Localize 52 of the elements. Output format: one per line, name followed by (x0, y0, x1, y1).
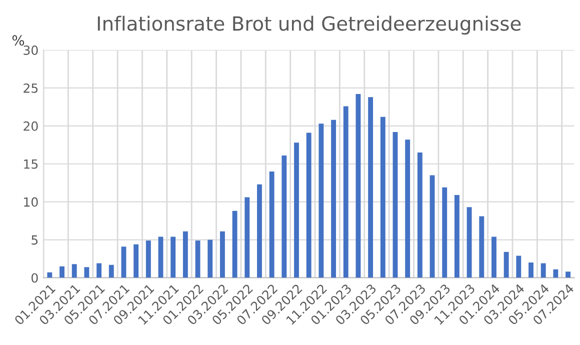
bar (430, 175, 435, 278)
bar (368, 97, 374, 278)
bar (492, 236, 496, 278)
chart-title: Inflationsrate Brot und Getreideerzeugnisse (98, 16, 521, 35)
y-tick-label: 20 (24, 121, 38, 131)
bar (146, 240, 151, 278)
bar (170, 236, 176, 278)
bar (108, 264, 114, 278)
bar (96, 263, 102, 278)
bar (220, 231, 225, 278)
bar (257, 184, 262, 278)
bar (158, 236, 164, 278)
y-tick-label: 15 (24, 160, 38, 169)
bar (392, 132, 398, 278)
bar (343, 106, 348, 278)
bar (380, 116, 386, 278)
bar (566, 272, 570, 278)
bar (269, 171, 274, 278)
bar (294, 142, 299, 278)
y-tick-label: 0 (32, 273, 38, 283)
y-axis-title: % (12, 35, 24, 46)
bar (454, 194, 460, 278)
y-tick-label: 30 (24, 45, 38, 55)
bar (306, 132, 312, 278)
bar (195, 240, 200, 278)
bar (84, 267, 90, 278)
bar (356, 94, 361, 278)
y-tick-label: 5 (32, 235, 38, 245)
bar (504, 252, 509, 278)
bar (540, 263, 546, 278)
bar (47, 272, 52, 278)
bar (282, 156, 287, 278)
bar (232, 210, 238, 278)
bar (182, 231, 188, 278)
bar (244, 197, 250, 278)
bar (405, 140, 410, 278)
bar (516, 256, 522, 278)
bar (442, 187, 448, 278)
bar (479, 216, 484, 278)
y-tick-label: 10 (24, 197, 38, 207)
bar (60, 266, 64, 278)
bar (331, 120, 336, 278)
y-tick-label: 25 (24, 83, 38, 93)
bar (318, 124, 324, 278)
bar (121, 246, 126, 278)
bar (72, 264, 77, 278)
bar (553, 269, 558, 278)
bar (417, 152, 422, 278)
bar (528, 262, 534, 278)
bar (134, 244, 139, 278)
bar (466, 207, 472, 278)
bar (208, 240, 213, 278)
